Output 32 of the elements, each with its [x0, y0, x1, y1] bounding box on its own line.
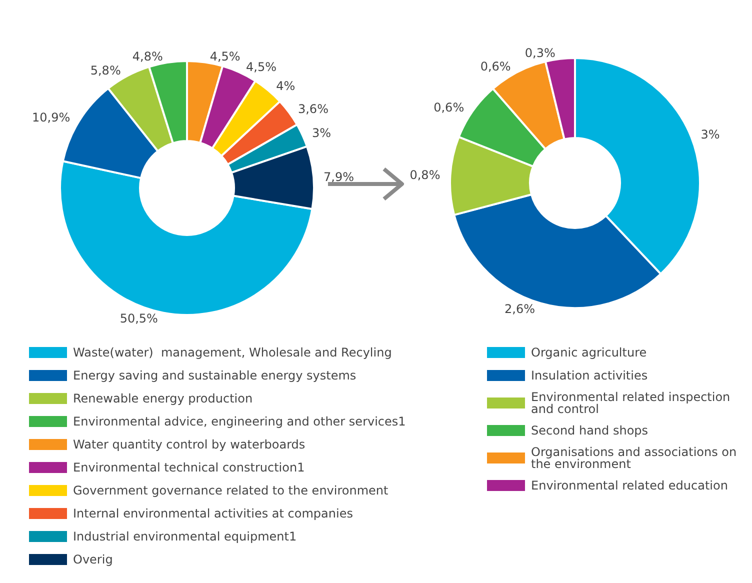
- data-label: 3,6%: [298, 102, 328, 116]
- data-label: 4,5%: [210, 49, 240, 64]
- legend-label: Environmental advice, engineering and other services1: [73, 414, 406, 428]
- legend-label: Environmental related education: [531, 478, 728, 492]
- data-label: 7,9%: [324, 170, 354, 184]
- data-label: 3%: [312, 126, 332, 140]
- legend-label: Overig: [73, 552, 113, 566]
- legend-label: Environmental technical construction1: [73, 460, 305, 474]
- legend-label: Renewable energy production: [73, 392, 253, 406]
- legend-label: Industrial environmental equipment1: [73, 530, 297, 544]
- data-label: 0,6%: [434, 100, 464, 114]
- data-label: 0,8%: [410, 168, 440, 182]
- data-label: 4%: [276, 78, 296, 93]
- legend-label: Environmental related inspection and control: [531, 390, 734, 416]
- data-label: 5,8%: [90, 63, 121, 78]
- legend-label: Organic agriculture: [531, 346, 647, 360]
- legend-label: Organisations and associations on the environment: [531, 445, 740, 471]
- data-label: 10,9%: [32, 110, 70, 125]
- legend-label: Second hand shops: [531, 424, 648, 438]
- legend-label: Water quantity control by waterboards: [73, 438, 306, 452]
- legend-label: Government governance related to the environment: [73, 484, 389, 498]
- data-label: 50,5%: [120, 312, 158, 326]
- data-label: 3%: [700, 128, 720, 142]
- data-label: 2,6%: [504, 302, 536, 316]
- legend-label: Waste(water) management, Wholesale and Recyling: [73, 346, 392, 360]
- data-label: 4,5%: [246, 60, 276, 74]
- legend-label: Internal environmental activities at companies: [73, 506, 353, 520]
- legend-label: Insulation activities: [531, 368, 648, 382]
- data-label: 4,8%: [132, 50, 163, 64]
- data-label: 0,6%: [480, 60, 511, 74]
- legend-label: Energy saving and sustainable energy systems: [73, 368, 356, 382]
- data-label: 0,3%: [524, 46, 556, 60]
